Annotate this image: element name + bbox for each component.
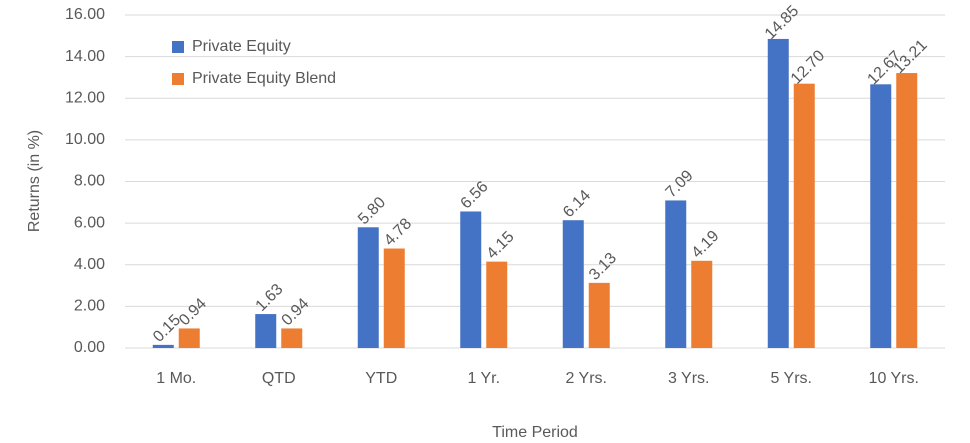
bar xyxy=(255,314,277,348)
data-label: 4.15 xyxy=(484,228,518,262)
bar xyxy=(691,260,713,348)
data-label: 7.09 xyxy=(663,167,697,201)
x-tick-label: YTD xyxy=(365,370,397,387)
x-tick-label: 1 Mo. xyxy=(156,370,196,387)
data-label: 0.94 xyxy=(279,295,313,329)
y-tick-label: 12.00 xyxy=(65,89,105,106)
legend-swatch xyxy=(172,73,184,85)
y-tick-label: 4.00 xyxy=(74,256,105,273)
legend-swatch xyxy=(172,41,184,53)
y-tick-label: 16.00 xyxy=(65,6,105,23)
y-tick-label: 10.00 xyxy=(65,131,105,148)
y-tick-label: 14.00 xyxy=(65,48,105,65)
bar xyxy=(152,344,174,348)
y-tick-label: 6.00 xyxy=(74,214,105,231)
data-label: 14.85 xyxy=(762,3,802,43)
data-label: 4.78 xyxy=(381,215,415,249)
bar xyxy=(281,328,303,348)
bar xyxy=(383,248,405,348)
x-axis-title: Time Period xyxy=(492,424,578,441)
bar xyxy=(562,220,584,348)
bar xyxy=(767,38,789,348)
bar xyxy=(588,282,610,348)
y-tick-label: 0.00 xyxy=(74,339,105,356)
bar xyxy=(486,261,508,348)
bar xyxy=(178,328,200,348)
bar xyxy=(357,227,379,348)
x-tick-label: 3 Yrs. xyxy=(668,370,710,387)
data-label: 12.70 xyxy=(788,47,828,87)
x-tick-label: 5 Yrs. xyxy=(771,370,813,387)
bar xyxy=(665,200,687,348)
y-tick-label: 8.00 xyxy=(74,173,105,190)
data-label: 3.13 xyxy=(586,250,620,284)
legend-label: Private Equity Blend xyxy=(192,70,336,87)
data-label: 6.14 xyxy=(560,187,594,221)
bar xyxy=(870,84,892,348)
legend-label: Private Equity xyxy=(192,38,291,55)
bar xyxy=(896,73,918,349)
data-label: 1.63 xyxy=(253,281,287,315)
y-axis-title: Returns (in %) xyxy=(26,130,43,232)
data-label: 4.19 xyxy=(689,228,723,262)
x-tick-label: 2 Yrs. xyxy=(566,370,608,387)
x-tick-label: 10 Yrs. xyxy=(869,370,919,387)
data-label: 6.56 xyxy=(458,178,492,212)
y-tick-label: 2.00 xyxy=(74,298,105,315)
x-tick-label: QTD xyxy=(262,370,296,387)
bar xyxy=(793,83,815,349)
x-tick-label: 1 Yr. xyxy=(467,370,500,387)
bar xyxy=(460,211,482,348)
